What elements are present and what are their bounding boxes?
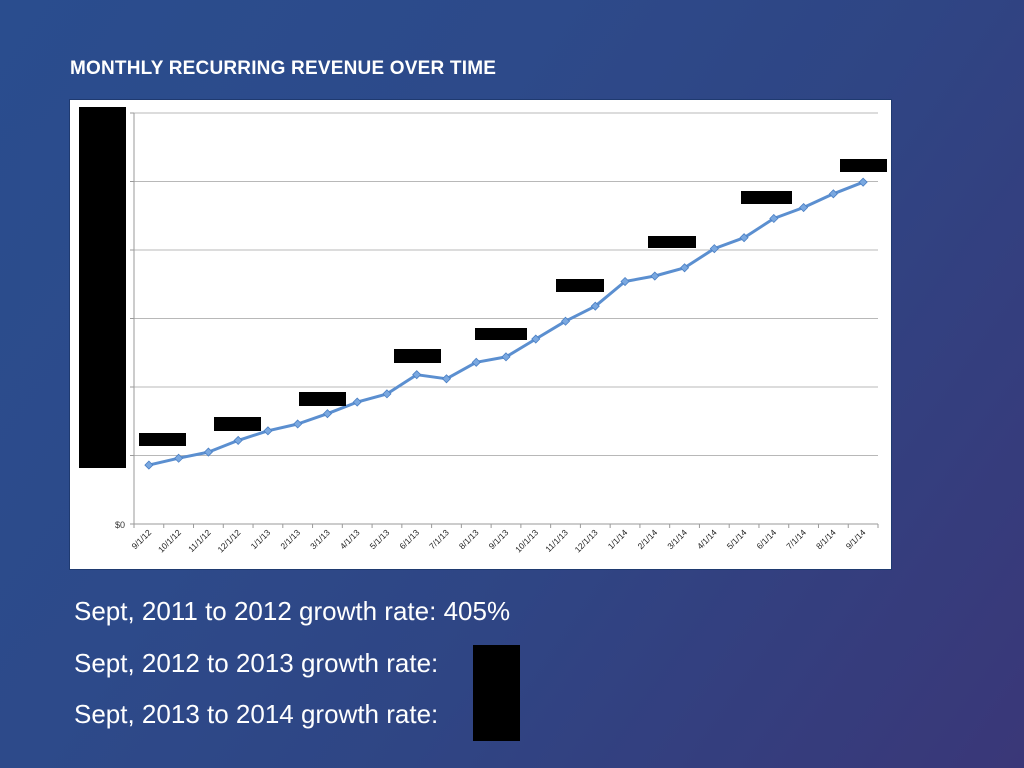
x-tick-label: 6/1/13: [397, 527, 421, 551]
y-tick-label: $0: [115, 520, 125, 530]
data-point: [799, 202, 809, 213]
data-point: [828, 189, 838, 199]
redacted-growth-values: [473, 645, 520, 741]
x-tick-label: 9/1/14: [844, 527, 868, 551]
x-tick-label: 12/1/13: [573, 527, 600, 554]
x-tick-label: 9/1/12: [130, 527, 154, 551]
redacted-data-label: [556, 279, 604, 292]
growth-rate-label: Sept, 2012 to 2013 growth rate:: [74, 648, 446, 678]
data-point: [709, 244, 719, 254]
x-tick-label: 5/1/13: [368, 527, 392, 551]
data-point: [352, 397, 362, 407]
data-point: [412, 370, 422, 380]
growth-rate-line: Sept, 2013 to 2014 growth rate: %: [74, 699, 516, 730]
x-tick-label: 12/1/12: [215, 527, 242, 554]
growth-rate-line: Sept, 2011 to 2012 growth rate: 405%: [74, 596, 510, 627]
data-point: [144, 460, 154, 470]
x-tick-label: 11/1/13: [543, 527, 570, 554]
redacted-y-axis-labels: [79, 107, 126, 468]
x-tick-label: 3/1/14: [665, 527, 689, 551]
x-tick-label: 1/1/14: [606, 527, 630, 551]
slide-title: MONTHLY RECURRING REVENUE OVER TIME: [70, 58, 497, 79]
x-tick-label: 4/1/13: [338, 527, 362, 551]
data-point: [501, 352, 511, 362]
data-point: [293, 419, 303, 429]
data-point: [858, 177, 868, 187]
data-point: [531, 334, 541, 344]
data-point: [739, 233, 749, 243]
data-point: [590, 301, 600, 311]
x-tick-label: 10/1/13: [513, 527, 540, 554]
data-point: [650, 271, 660, 281]
redacted-data-label: [214, 417, 261, 431]
x-tick-label: 6/1/14: [754, 527, 778, 551]
growth-rate-label: Sept, 2011 to 2012 growth rate:: [74, 596, 444, 626]
x-tick-label: 3/1/13: [308, 527, 332, 551]
growth-rate-line: Sept, 2012 to 2013 growth rate: %: [74, 648, 516, 679]
x-tick-label: 4/1/14: [695, 527, 719, 551]
data-point: [441, 374, 452, 384]
data-point: [471, 357, 481, 367]
growth-rate-label: Sept, 2013 to 2014 growth rate:: [74, 699, 446, 729]
x-tick-label: 8/1/14: [814, 527, 838, 551]
data-point: [560, 316, 571, 326]
data-point: [679, 263, 690, 273]
x-tick-label: 8/1/13: [457, 527, 481, 551]
growth-rate-value: 405: [443, 596, 487, 626]
growth-rate-suffix: %: [486, 596, 511, 626]
x-tick-label: 2/1/14: [635, 527, 659, 551]
chart-frame: $0 9/1/12 10/1/12 11/1/12 12/1/12 1/1/13 2/1/1…: [69, 99, 892, 570]
x-tick-label: 7/1/14: [784, 527, 808, 551]
redacted-data-label: [741, 191, 792, 204]
data-point: [382, 389, 392, 399]
x-tick-label: 10/1/12: [156, 527, 183, 554]
x-tick-label: 7/1/13: [427, 527, 451, 551]
x-tick-label: 1/1/13: [249, 527, 273, 551]
redacted-data-label: [475, 328, 527, 340]
redacted-data-label: [394, 349, 441, 363]
x-tick-label: 2/1/13: [278, 527, 302, 551]
redacted-data-label: [648, 236, 696, 248]
line-chart: $09/1/12 10/1/12 11/1/12 12/1/12 1/1/13 2/1/1…: [115, 112, 879, 554]
redacted-data-label: [299, 392, 346, 406]
redacted-data-label: [139, 433, 186, 446]
data-point: [769, 213, 779, 224]
data-point: [233, 435, 243, 445]
data-point: [620, 276, 630, 287]
data-point: [203, 447, 213, 457]
x-tick-label: 11/1/12: [186, 527, 213, 554]
data-point: [322, 409, 333, 419]
data-point: [263, 426, 273, 436]
x-tick-label: 9/1/13: [487, 527, 511, 551]
x-tick-label: 5/1/14: [725, 527, 749, 551]
data-point: [174, 453, 184, 463]
redacted-data-label: [840, 159, 887, 172]
